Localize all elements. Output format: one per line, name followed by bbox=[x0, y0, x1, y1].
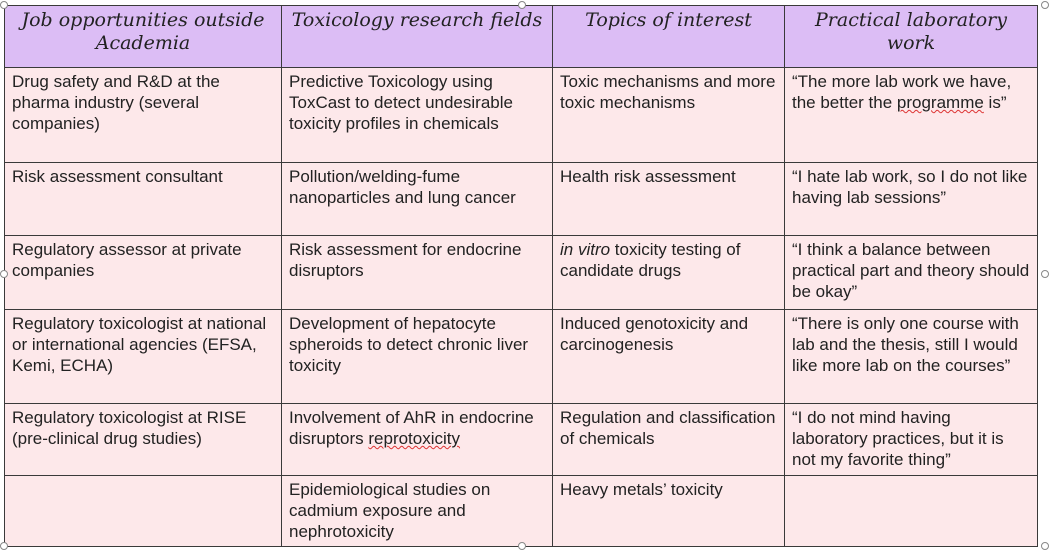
table-cell: “There is only one course with lab and t… bbox=[784, 309, 1038, 404]
table-cell: “I do not mind having laboratory practic… bbox=[784, 403, 1038, 476]
table-cell: Risk assessment consultant bbox=[4, 162, 282, 236]
table-cell: Regulatory toxicologist at national or i… bbox=[4, 309, 282, 404]
table-cell: Toxic mechanisms and more toxic mechanis… bbox=[552, 67, 785, 163]
table-cell: Epidemiological studies on cadmium expos… bbox=[281, 475, 553, 547]
table-cell: “I hate lab work, so I do not like havin… bbox=[784, 162, 1038, 236]
column-header: Practical laboratory work bbox=[784, 5, 1038, 68]
table-cell: Pollution/welding-fume nanoparticles and… bbox=[281, 162, 553, 236]
table-cell: Regulatory assessor at private companies bbox=[4, 235, 282, 310]
table-cell: Heavy metals’ toxicity bbox=[552, 475, 785, 547]
survey-table: Job opportunities outside Academia Toxico… bbox=[4, 5, 1038, 547]
table-cell bbox=[784, 475, 1038, 547]
table-row: Regulatory assessor at private companies… bbox=[4, 235, 1038, 310]
resize-handle[interactable] bbox=[1041, 1, 1049, 9]
header-row: Job opportunities outside Academia Toxico… bbox=[4, 5, 1038, 68]
resize-handle[interactable] bbox=[518, 1, 526, 9]
column-header: Job opportunities outside Academia bbox=[4, 5, 282, 68]
column-header: Toxicology research fields bbox=[281, 5, 553, 68]
table-cell: Induced genotoxicity and carcinogenesis bbox=[552, 309, 785, 404]
resize-handle[interactable] bbox=[1041, 542, 1049, 550]
resize-handle[interactable] bbox=[0, 542, 8, 550]
table-cell bbox=[4, 475, 282, 547]
table-row: Risk assessment consultant Pollution/weld… bbox=[4, 162, 1038, 236]
resize-handle[interactable] bbox=[1041, 270, 1049, 278]
table-cell: Involvement of AhR in endocrine disrupto… bbox=[281, 403, 553, 476]
table-row: Epidemiological studies on cadmium expos… bbox=[4, 475, 1038, 547]
table-row: Regulatory toxicologist at RISE (pre-cli… bbox=[4, 403, 1038, 476]
table-cell: in vitro toxicity testing of candidate d… bbox=[552, 235, 785, 310]
table-cell: “The more lab work we have, the better t… bbox=[784, 67, 1038, 163]
table-cell: Regulation and classification of chemica… bbox=[552, 403, 785, 476]
table-cell: Risk assessment for endocrine disruptors bbox=[281, 235, 553, 310]
table-cell: Health risk assessment bbox=[552, 162, 785, 236]
table-cell: Regulatory toxicologist at RISE (pre-cli… bbox=[4, 403, 282, 476]
column-header: Topics of interest bbox=[552, 5, 785, 68]
resize-handle[interactable] bbox=[518, 542, 526, 550]
resize-handle[interactable] bbox=[0, 270, 8, 278]
table-cell: Predictive Toxicology using ToxCast to d… bbox=[281, 67, 553, 163]
resize-handle[interactable] bbox=[0, 1, 8, 9]
table-cell: Drug safety and R&D at the pharma indust… bbox=[4, 67, 282, 163]
table-cell: Development of hepatocyte spheroids to d… bbox=[281, 309, 553, 404]
table-row: Regulatory toxicologist at national or i… bbox=[4, 309, 1038, 404]
table-row: Drug safety and R&D at the pharma indust… bbox=[4, 67, 1038, 163]
table-cell: “I think a balance between practical par… bbox=[784, 235, 1038, 310]
